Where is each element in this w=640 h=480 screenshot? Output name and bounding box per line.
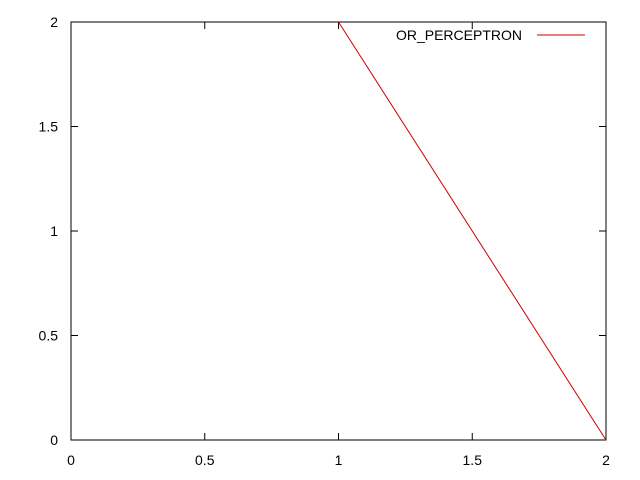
series-line-or-perceptron (338, 21, 607, 441)
x-tick-label: 1 (335, 452, 343, 468)
x-tick-label: 2 (602, 452, 610, 468)
legend: OR_PERCEPTRON (396, 27, 585, 43)
legend-label: OR_PERCEPTRON (396, 27, 522, 43)
series-layer (338, 21, 607, 441)
y-tick-label: 2 (50, 14, 58, 30)
y-tick-label: 1 (50, 223, 58, 239)
plot-frame (70, 21, 607, 441)
y-tick-labels: 0 0.5 1 1.5 2 (39, 14, 59, 448)
y-tick-label: 1.5 (39, 119, 59, 135)
y-tick-label: 0.5 (39, 328, 59, 344)
x-tick-labels: 0 0.5 1 1.5 2 (67, 452, 610, 468)
x-tick-label: 1.5 (463, 452, 483, 468)
x-tick-label: 0.5 (195, 452, 215, 468)
y-tick-label: 0 (50, 432, 58, 448)
x-tick-label: 0 (67, 452, 75, 468)
axis-ticks (70, 21, 607, 441)
